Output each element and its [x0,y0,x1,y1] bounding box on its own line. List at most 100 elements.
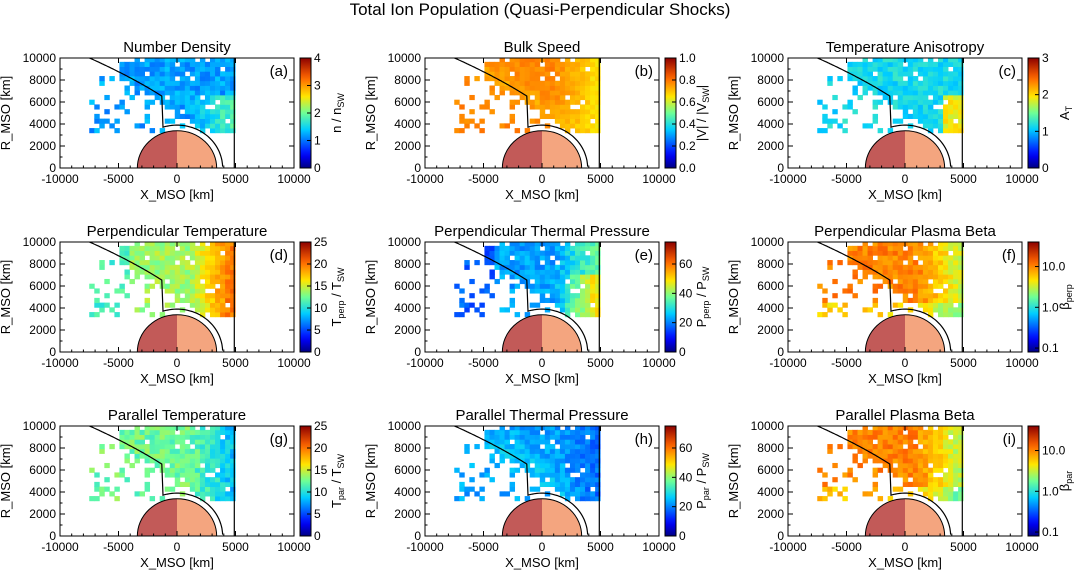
heatmap-cell [564,429,571,435]
heatmap-cell [943,496,949,502]
heatmap-cell [514,434,521,440]
heatmap-cell [842,104,848,110]
heatmap-cell [852,434,858,440]
heatmap-cell [220,458,226,464]
heatmap-cell [189,477,196,483]
heatmap-cell [534,99,541,105]
heatmap-cell [204,255,211,261]
heatmap-cell [99,118,105,124]
heatmap-cell [892,76,899,82]
heatmap-cell [189,269,196,275]
heatmap-cell [215,462,221,469]
heatmap-cell [862,58,868,63]
heatmap-cell [912,245,919,251]
heatmap-cell [474,76,480,82]
heatmap-cell [494,94,500,101]
heatmap-cell [489,260,495,266]
panel-title: Parallel Thermal Pressure [455,407,628,424]
heatmap-cell [504,61,510,67]
heatmap-cell [842,496,848,502]
heatmap-cell [862,453,868,459]
heatmap-cell [937,118,944,124]
heatmap-cell [164,61,171,67]
x-tick-label: 10000 [642,172,676,186]
heatmap-cell [907,274,914,280]
heatmap-cell [882,426,889,431]
heatmap-cell [595,444,601,450]
heatmap-cell [595,66,601,72]
heatmap-cell [847,467,853,473]
y-tick-label: 10000 [751,419,785,433]
heatmap-cell [585,297,591,304]
heatmap-cell [872,118,879,124]
heatmap-cell [529,453,536,459]
heatmap-cell [184,426,191,431]
heatmap-cell [154,61,161,67]
heatmap-cell [917,429,924,435]
heatmap-cell [943,288,949,294]
x-tick-label: 0 [539,540,546,554]
colorbar [1027,57,1040,169]
heatmap-cell [104,486,110,492]
heatmap-cell [559,297,566,304]
colorbar-tick-label: 2 [314,106,321,120]
heatmap-cell [209,250,216,256]
heatmap-cell [872,297,879,304]
heatmap-cell [134,66,140,72]
colorbar-label-sub: perp [336,301,346,319]
heatmap-cell [215,113,221,120]
heatmap-cell [129,264,135,270]
y-tick-label: 8000 [394,441,421,455]
heatmap-cell [907,434,914,440]
heatmap-cell [832,477,838,483]
heatmap-cell [124,434,130,440]
heatmap-cell [912,453,919,459]
heatmap-cell [459,104,465,110]
heatmap-cell [867,250,873,256]
heatmap-cell [225,283,231,289]
heatmap-cell [862,491,868,497]
heatmap-cell [514,90,521,96]
heatmap-cell [194,453,201,459]
heatmap-cell [953,113,959,120]
heatmap-cell [225,462,231,469]
heatmap-cell [897,242,904,247]
heatmap-cell [230,293,236,299]
colorbar-label-part: |V| / |V [694,102,709,141]
colorbar-tick-label: 1.0 [1042,300,1059,314]
heatmap-cell [912,80,919,86]
heatmap-cell [209,496,216,502]
heatmap-cell [922,448,929,454]
heatmap-cell [549,113,556,120]
heatmap-cell [524,444,531,450]
heatmap-cell [912,250,919,256]
heatmap-cell [902,477,909,483]
heatmap-cell [524,61,531,67]
heatmap-cell [943,486,949,492]
heatmap-cell [559,71,566,77]
heatmap-cell [524,429,531,435]
heatmap-cell [937,462,944,469]
heatmap-cell [937,123,944,129]
heatmap-cell [204,434,211,440]
heatmap-cell [534,448,541,454]
heatmap-cell [194,109,201,115]
heatmap-cells [817,58,964,134]
heatmap-cell [862,123,868,129]
heatmap-cell [499,245,505,251]
heatmap-cell [932,467,939,473]
heatmap-cell [958,242,964,247]
heatmap-cell [539,269,546,275]
heatmap-cell [220,462,226,469]
heatmap-cell [585,429,591,435]
heatmap-cell [144,90,151,96]
heatmap-cell [585,242,591,247]
colorbar-tick-label: 25 [314,419,328,433]
heatmap-cell [917,293,924,299]
heatmap-cell [129,448,135,454]
heatmap-cell [943,453,949,459]
heatmap-cell [580,52,585,57]
heatmap-cell [189,486,196,492]
heatmap-cell [953,458,959,464]
y-tick-label: 2000 [394,507,421,521]
